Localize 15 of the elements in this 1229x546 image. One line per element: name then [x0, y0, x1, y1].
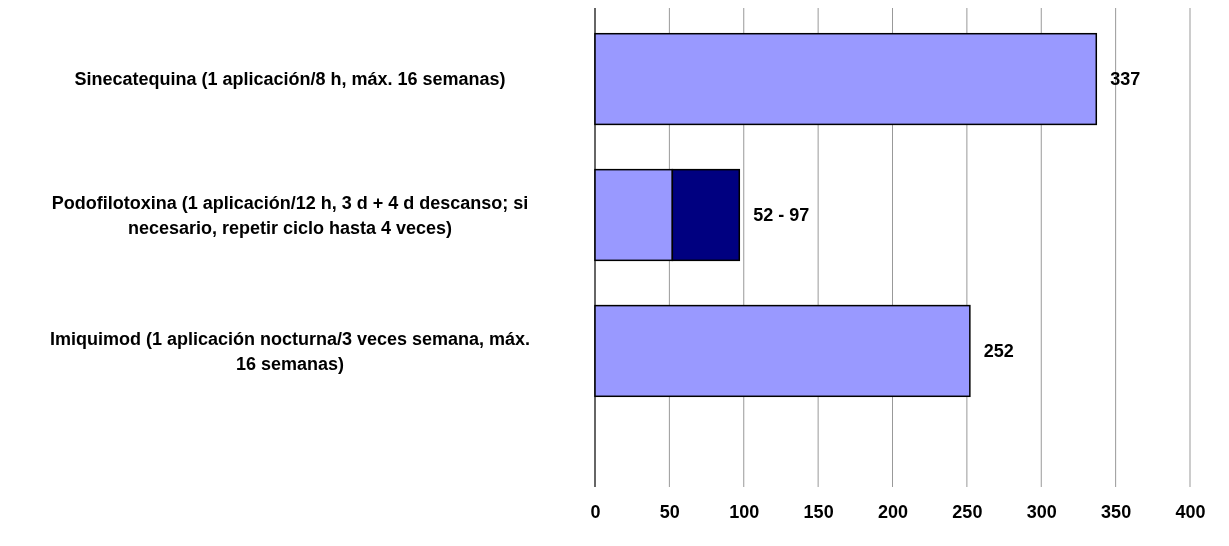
x-tick-label: 200 [877, 501, 909, 522]
x-tick-label: 400 [1175, 501, 1206, 522]
x-tick-label: 0 [590, 501, 601, 522]
x-tick-label: 300 [1026, 501, 1057, 522]
total-label: 252 [983, 341, 1014, 362]
x-tick-label: 50 [659, 501, 680, 522]
total-label: 337 [1110, 69, 1141, 90]
y-tick-label: Podofilotoxina (1 aplicación/12 h, 3 d + 4 d descanso; si necesario, repetir ciclo hasta 4 veces) [51, 192, 529, 238]
total-label: 52 - 97 [753, 205, 810, 226]
x-tick-label: 250 [952, 501, 983, 522]
y-tick-label: Sinecatequina (1 aplicación/8 h, máx. 16 semanas) [74, 69, 506, 90]
x-tick-label: 100 [729, 501, 760, 522]
x-tick-label: 350 [1101, 501, 1132, 522]
x-tick-label: 150 [803, 501, 834, 522]
y-tick-label: Imiquimod (1 aplicación nocturna/3 veces semana, máx. 16 semanas) [49, 328, 531, 374]
